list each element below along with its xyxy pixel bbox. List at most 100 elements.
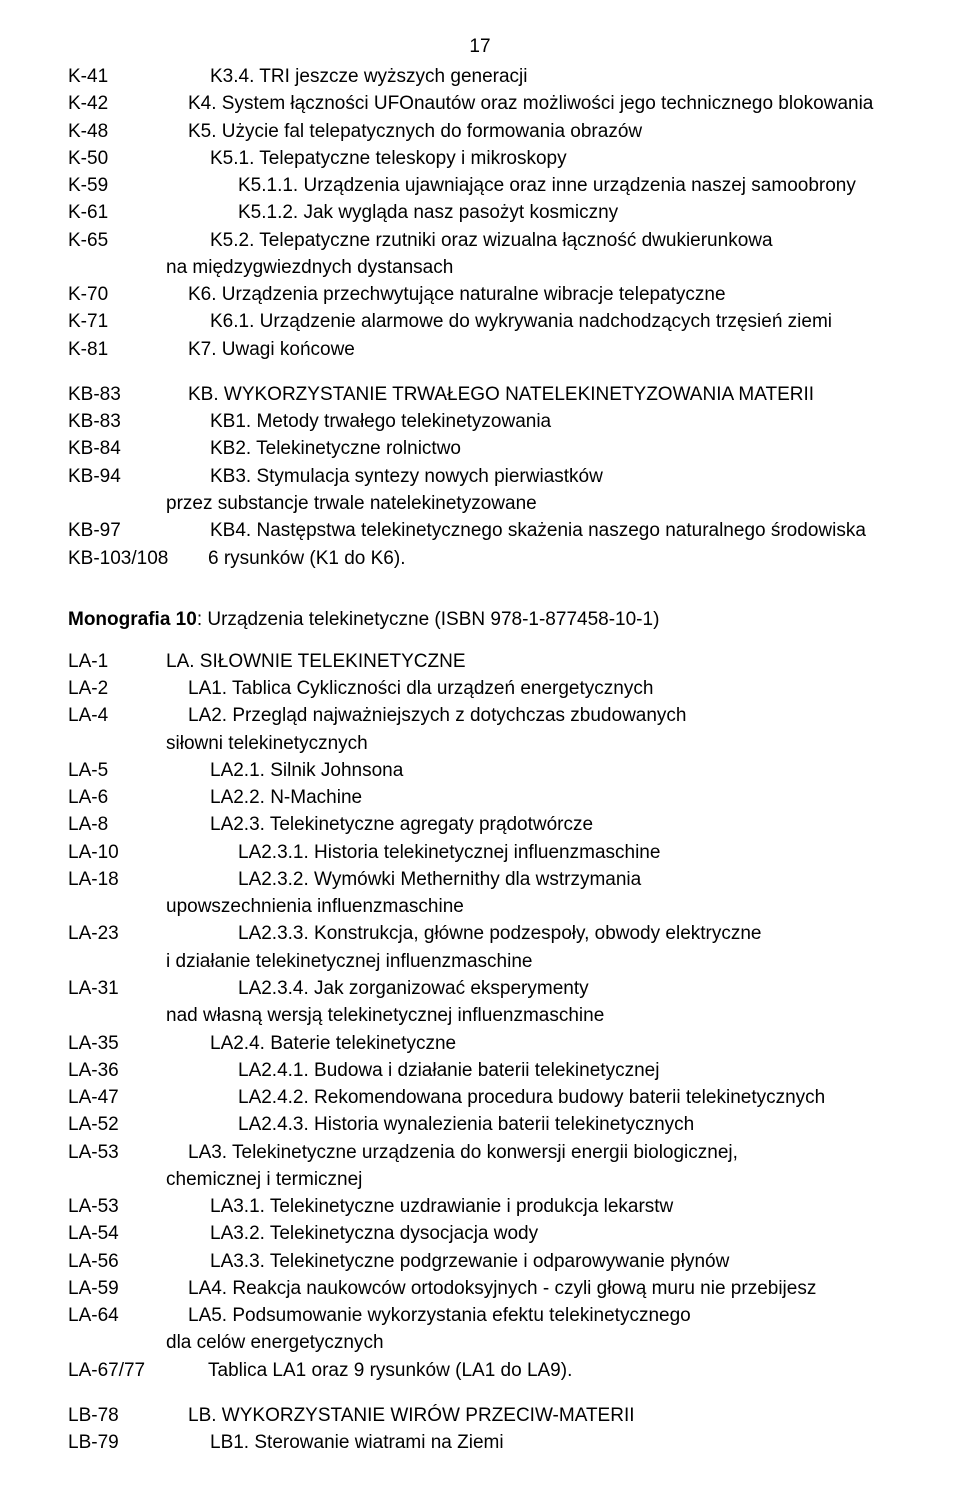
toc-entry: LA-36LA2.4.1. Budowa i działanie baterii… — [68, 1058, 892, 1083]
toc-text: LA4. Reakcja naukowców ortodoksyjnych - … — [166, 1276, 892, 1301]
toc-continuation: nad własną wersją telekinetycznej influe… — [68, 1003, 892, 1028]
toc-text: K7. Uwagi końcowe — [166, 337, 892, 362]
toc-continuation: i działanie telekinetycznej influenzmasc… — [68, 949, 892, 974]
toc-text: LA5. Podsumowanie wykorzystania efektu t… — [166, 1303, 892, 1328]
toc-continuation: dla celów energetycznych — [68, 1330, 892, 1355]
toc-entry: K-50K5.1. Telepatyczne teleskopy i mikro… — [68, 146, 892, 171]
toc-text: LB1. Sterowanie wiatrami na Ziemi — [166, 1430, 892, 1455]
toc-text: LA2.3.3. Konstrukcja, główne podzespoły,… — [166, 921, 892, 946]
toc-entry: K-61K5.1.2. Jak wygląda nasz pasożyt kos… — [68, 200, 892, 225]
toc-text: LA2.3. Telekinetyczne agregaty prądotwór… — [166, 812, 892, 837]
toc-entry: K-42K4. System łączności UFOnautów oraz … — [68, 91, 892, 116]
toc-entry: LA-4LA2. Przegląd najważniejszych z doty… — [68, 703, 892, 728]
toc-text: LA2.4.1. Budowa i działanie baterii tele… — [166, 1058, 892, 1083]
toc-code: LA-53 — [68, 1140, 166, 1165]
toc-code: LA-31 — [68, 976, 166, 1001]
toc-continuation: upowszechnienia influenzmaschine — [68, 894, 892, 919]
toc-entry: LA-35LA2.4. Baterie telekinetyczne — [68, 1031, 892, 1056]
toc-entry: K-59K5.1.1. Urządzenia ujawniające oraz … — [68, 173, 892, 198]
toc-text: KB1. Metody trwałego telekinetyzowania — [166, 409, 892, 434]
toc-block-2: KB-83KB. WYKORZYSTANIE TRWAŁEGO NATELEKI… — [68, 382, 892, 571]
toc-code: LA-35 — [68, 1031, 166, 1056]
toc-text: LA2.4.3. Historia wynalezienia baterii t… — [166, 1112, 892, 1137]
toc-text: KB3. Stymulacja syntezy nowych pierwiast… — [166, 464, 892, 489]
toc-code: LA-5 — [68, 758, 166, 783]
toc-entry: K-41K3.4. TRI jeszcze wyższych generacji — [68, 64, 892, 89]
toc-code: KB-97 — [68, 518, 166, 543]
toc-entry: LA-31LA2.3.4. Jak zorganizować eksperyme… — [68, 976, 892, 1001]
toc-code: K-41 — [68, 64, 166, 89]
toc-entry: LA-18LA2.3.2. Wymówki Methernithy dla ws… — [68, 867, 892, 892]
toc-entry: LA-10LA2.3.1. Historia telekinetycznej i… — [68, 840, 892, 865]
toc-entry: K-65K5.2. Telepatyczne rzutniki oraz wiz… — [68, 228, 892, 253]
toc-entry: KB-83KB1. Metody trwałego telekinetyzowa… — [68, 409, 892, 434]
toc-entry: KB-84KB2. Telekinetyczne rolnictwo — [68, 436, 892, 461]
toc-text: LA2.1. Silnik Johnsona — [166, 758, 892, 783]
toc-text: LA2.3.1. Historia telekinetycznej influe… — [166, 840, 892, 865]
toc-text: KB4. Następstwa telekinetycznego skażeni… — [166, 518, 892, 543]
toc-code: LA-56 — [68, 1249, 166, 1274]
toc-text: LA2.2. N-Machine — [166, 785, 892, 810]
toc-code: KB-103/108 — [68, 546, 186, 571]
toc-entry: LA-52LA2.4.3. Historia wynalezienia bate… — [68, 1112, 892, 1137]
toc-entry: LA-23LA2.3.3. Konstrukcja, główne podzes… — [68, 921, 892, 946]
toc-code: KB-83 — [68, 409, 166, 434]
toc-code: LA-8 — [68, 812, 166, 837]
toc-entry: KB-83KB. WYKORZYSTANIE TRWAŁEGO NATELEKI… — [68, 382, 892, 407]
toc-code: K-48 — [68, 119, 166, 144]
toc-block-3: LA-1LA. SIŁOWNIE TELEKINETYCZNELA-2LA1. … — [68, 649, 892, 1383]
toc-code: LA-4 — [68, 703, 166, 728]
toc-code: LA-67/77 — [68, 1358, 186, 1383]
toc-text: LA3.3. Telekinetyczne podgrzewanie i odp… — [166, 1249, 892, 1274]
toc-entry: LA-67/77Tablica LA1 oraz 9 rysunków (LA1… — [68, 1358, 892, 1383]
toc-entry: LB-78LB. WYKORZYSTANIE WIRÓW PRZECIW-MAT… — [68, 1403, 892, 1428]
toc-text: LA2.3.4. Jak zorganizować eksperymenty — [166, 976, 892, 1001]
toc-code: K-50 — [68, 146, 166, 171]
toc-text: K3.4. TRI jeszcze wyższych generacji — [166, 64, 892, 89]
toc-text: LA2. Przegląd najważniejszych z dotychcz… — [166, 703, 892, 728]
monograph-title-bold: Monografia 10 — [68, 609, 197, 630]
toc-entry: LA-2LA1. Tablica Cykliczności dla urządz… — [68, 676, 892, 701]
page-number: 17 — [68, 36, 892, 58]
toc-text: LA2.4.2. Rekomendowana procedura budowy … — [166, 1085, 892, 1110]
toc-continuation: chemicznej i termicznej — [68, 1167, 892, 1192]
toc-code: LA-59 — [68, 1276, 166, 1301]
toc-code: K-81 — [68, 337, 166, 362]
toc-entry: LA-54LA3.2. Telekinetyczna dysocjacja wo… — [68, 1221, 892, 1246]
toc-code: K-61 — [68, 200, 166, 225]
toc-entry: LA-64LA5. Podsumowanie wykorzystania efe… — [68, 1303, 892, 1328]
toc-text: K5.1.2. Jak wygląda nasz pasożyt kosmicz… — [166, 200, 892, 225]
toc-text: LA. SIŁOWNIE TELEKINETYCZNE — [166, 649, 892, 674]
toc-entry: K-71K6.1. Urządzenie alarmowe do wykrywa… — [68, 309, 892, 334]
toc-code: LA-54 — [68, 1221, 166, 1246]
toc-block-4: LB-78LB. WYKORZYSTANIE WIRÓW PRZECIW-MAT… — [68, 1403, 892, 1456]
toc-entry: LA-53LA3.1. Telekinetyczne uzdrawianie i… — [68, 1194, 892, 1219]
toc-code: LA-2 — [68, 676, 166, 701]
toc-text: K4. System łączności UFOnautów oraz możl… — [166, 91, 892, 116]
monograph-title: Monografia 10: Urządzenia telekinetyczne… — [68, 609, 892, 631]
toc-code: K-71 — [68, 309, 166, 334]
toc-entry: LA-1LA. SIŁOWNIE TELEKINETYCZNE — [68, 649, 892, 674]
toc-text: K6. Urządzenia przechwytujące naturalne … — [166, 282, 892, 307]
toc-continuation: przez substancje trwale natelekinetyzowa… — [68, 491, 892, 516]
toc-entry: LA-5LA2.1. Silnik Johnsona — [68, 758, 892, 783]
toc-text: LA3.2. Telekinetyczna dysocjacja wody — [166, 1221, 892, 1246]
toc-code: LA-47 — [68, 1085, 166, 1110]
toc-code: LA-36 — [68, 1058, 166, 1083]
toc-code: KB-83 — [68, 382, 166, 407]
toc-entry: KB-103/1086 rysunków (K1 do K6). — [68, 546, 892, 571]
toc-code: K-65 — [68, 228, 166, 253]
toc-code: LA-52 — [68, 1112, 166, 1137]
toc-code: KB-94 — [68, 464, 166, 489]
monograph-title-rest: : Urządzenia telekinetyczne (ISBN 978-1-… — [197, 609, 660, 630]
toc-entry: LA-47LA2.4.2. Rekomendowana procedura bu… — [68, 1085, 892, 1110]
toc-code: LA-1 — [68, 649, 166, 674]
toc-entry: KB-97KB4. Następstwa telekinetycznego sk… — [68, 518, 892, 543]
toc-code: LA-10 — [68, 840, 166, 865]
toc-text: LA3. Telekinetyczne urządzenia do konwer… — [166, 1140, 892, 1165]
toc-entry: K-70K6. Urządzenia przechwytujące natura… — [68, 282, 892, 307]
toc-text: KB. WYKORZYSTANIE TRWAŁEGO NATELEKINETYZ… — [166, 382, 892, 407]
toc-text: LA2.3.2. Wymówki Methernithy dla wstrzym… — [166, 867, 892, 892]
toc-entry: LA-6LA2.2. N-Machine — [68, 785, 892, 810]
toc-text: LA1. Tablica Cykliczności dla urządzeń e… — [166, 676, 892, 701]
